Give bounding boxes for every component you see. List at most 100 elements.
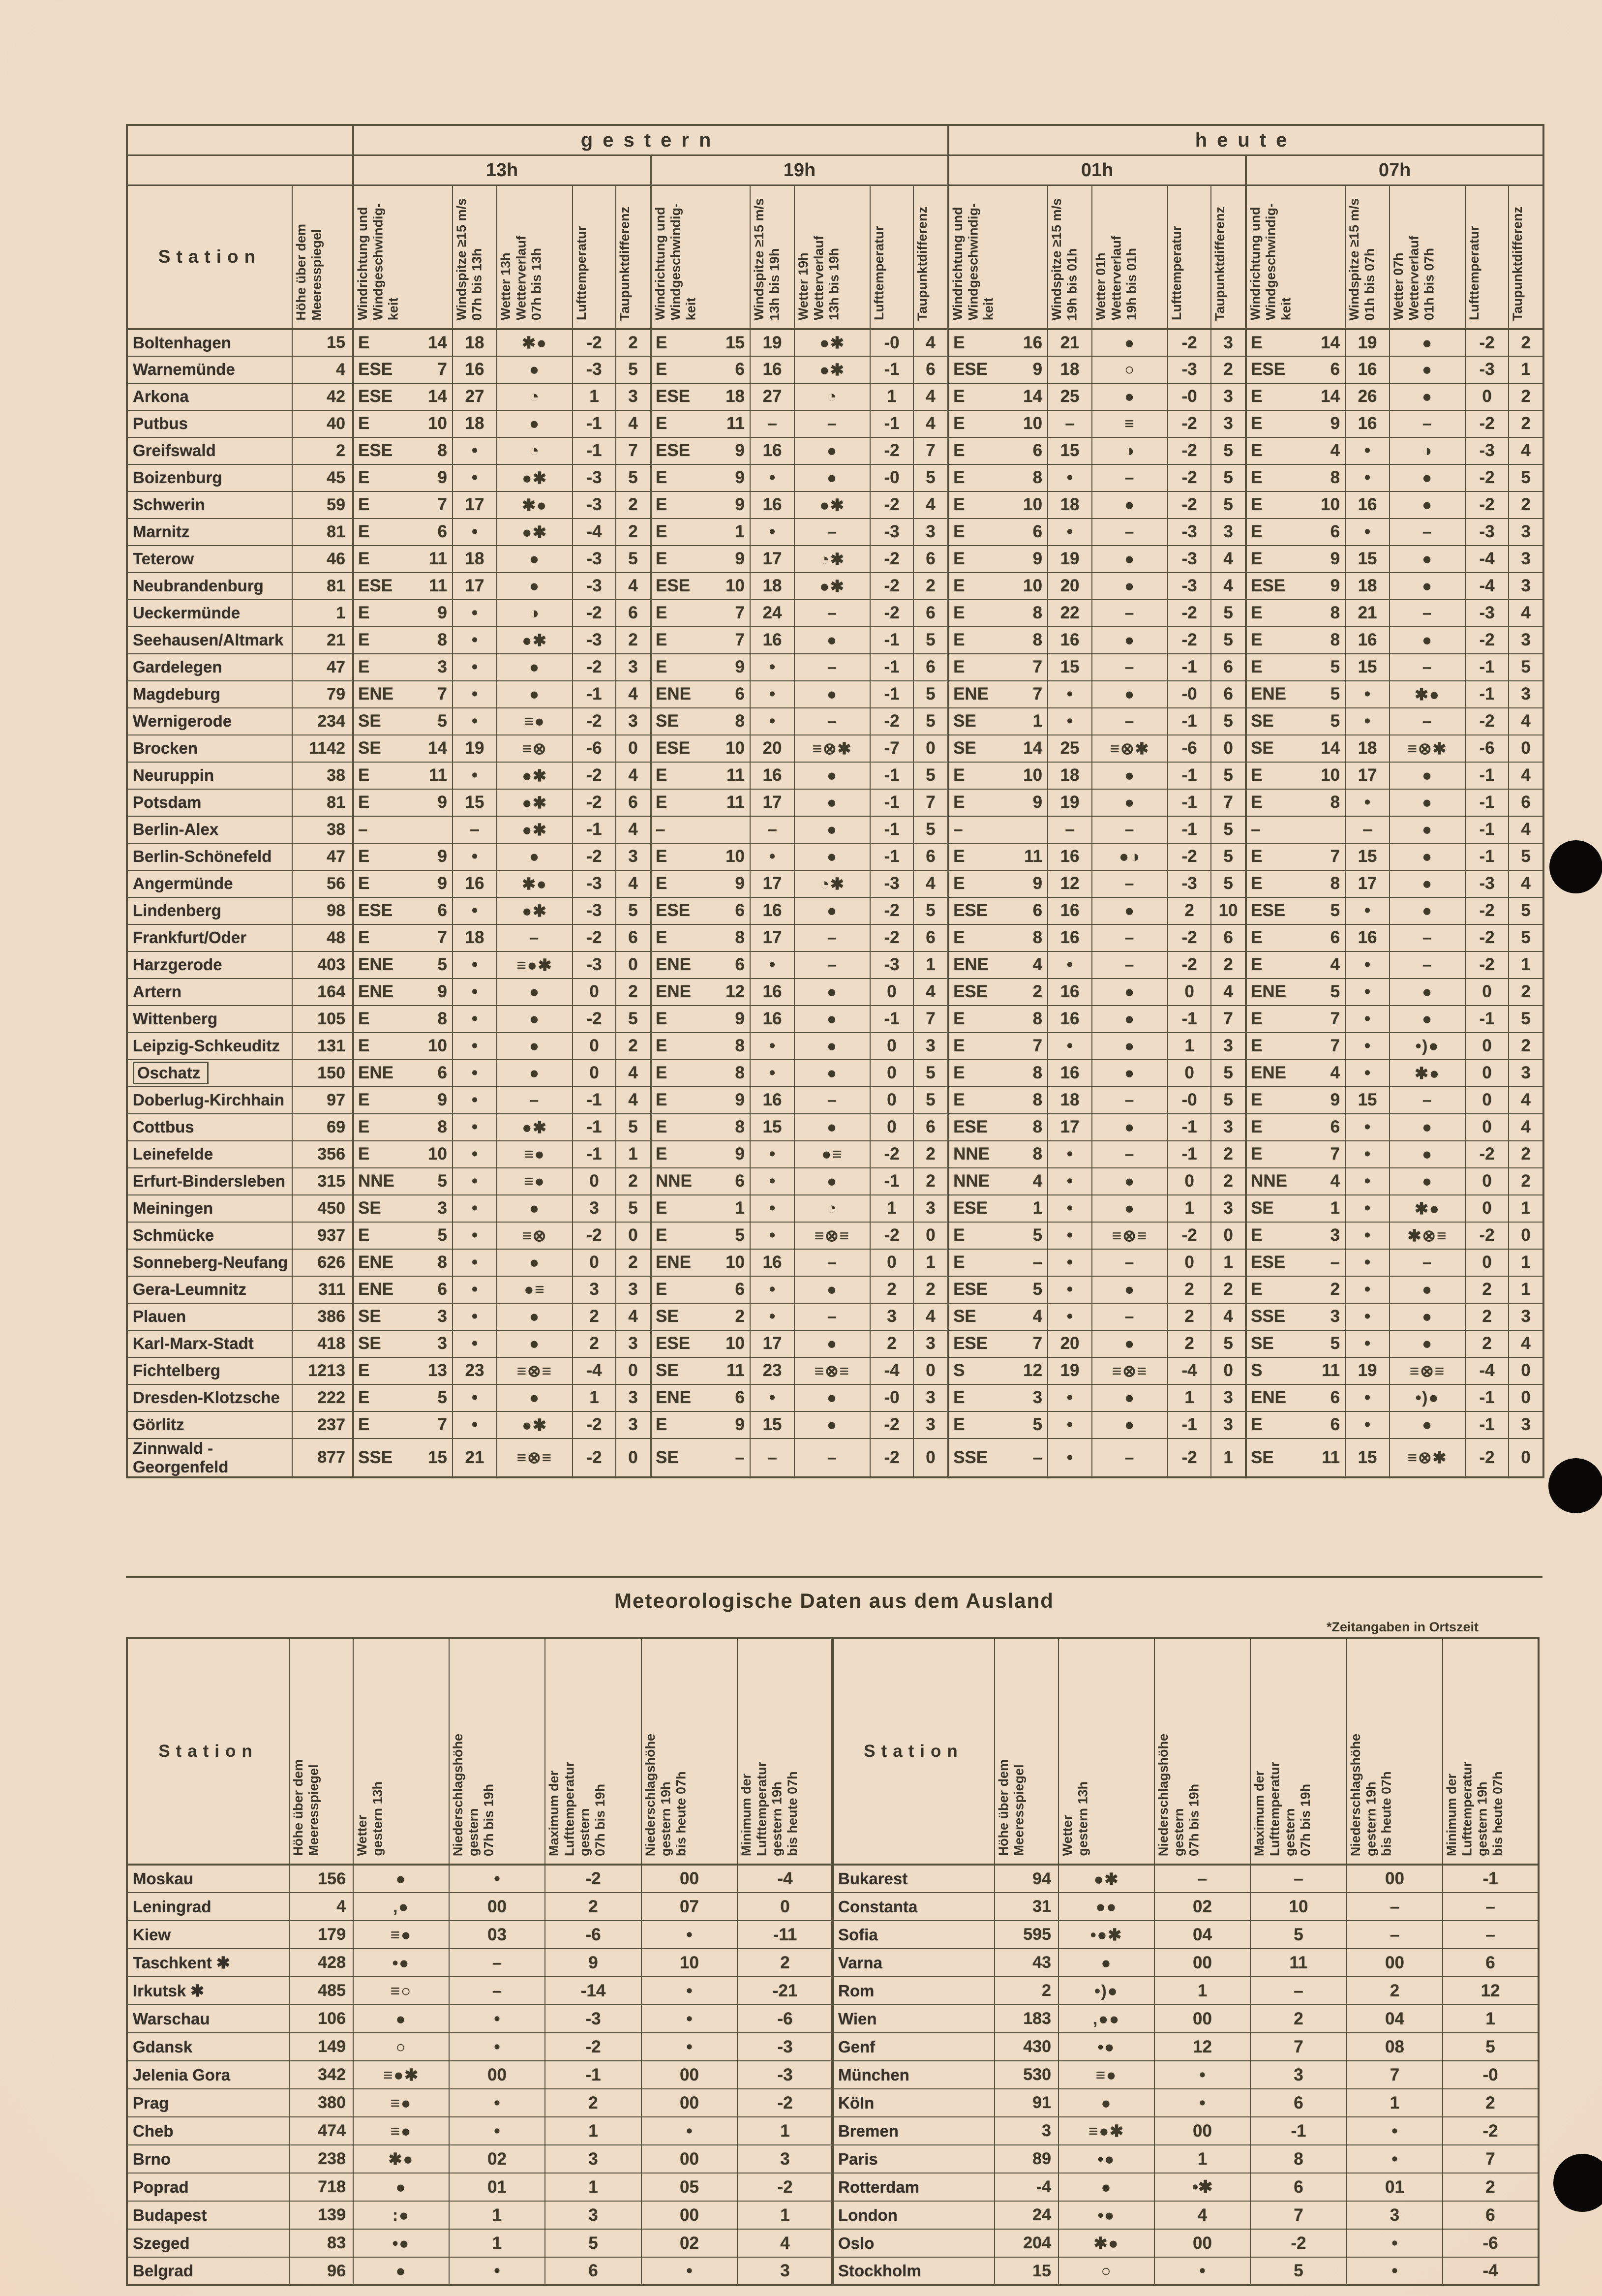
time-header: 01h bbox=[947, 154, 1247, 186]
max-temperature: 2 bbox=[544, 2088, 642, 2117]
station-row: Bukarest 94 ●✱ – –00 -1 bbox=[832, 1864, 1539, 1893]
weather-symbols: ● bbox=[1091, 545, 1169, 573]
wind-speed: 9 bbox=[1032, 874, 1043, 893]
air-temperature: -3 bbox=[870, 518, 914, 546]
dewpoint-difference: 3 bbox=[912, 1383, 949, 1412]
wind-speed: 6 bbox=[735, 955, 745, 974]
dewpoint-difference: 7 bbox=[912, 436, 949, 465]
air-temperature: -2 bbox=[1167, 626, 1212, 654]
wind-direction: SE bbox=[358, 1334, 381, 1353]
dewpoint-difference: 2 bbox=[912, 572, 949, 600]
weather-symbols: ●✱ bbox=[1058, 1864, 1155, 1893]
wind-speed: 5 bbox=[1032, 1280, 1043, 1299]
dewpoint-header: Taupunktdifferenz bbox=[615, 184, 651, 330]
wind-speed: 6 bbox=[735, 360, 745, 379]
weather-symbols: ● bbox=[496, 653, 573, 681]
wind-cell: ESE 5 bbox=[947, 1275, 1049, 1304]
air-temperature: -2 bbox=[1167, 1221, 1212, 1250]
wind-direction: E bbox=[1251, 549, 1263, 568]
wind-gust: • bbox=[452, 463, 497, 492]
ausland-table: Station Höhe über dem Meeresspiegel Wetter… bbox=[126, 1637, 834, 2286]
dewpoint-difference: 6 bbox=[912, 1113, 949, 1141]
weather-symbols: – bbox=[1389, 1248, 1466, 1277]
air-temperature: -2 bbox=[1167, 436, 1212, 465]
air-temperature: -1 bbox=[1465, 1005, 1510, 1033]
wind-speed: 7 bbox=[1330, 1036, 1340, 1055]
air-temperature: -7 bbox=[870, 734, 914, 763]
precip-day: • bbox=[1154, 2257, 1251, 2286]
wind-gust: • bbox=[750, 707, 795, 735]
weather-symbols: ○ bbox=[353, 2032, 450, 2061]
wind-direction: SE bbox=[1251, 711, 1274, 731]
weather-symbols: ≡● bbox=[496, 1140, 573, 1168]
wind-speed: 6 bbox=[437, 901, 447, 920]
ausland-note: *Zeitangaben in Ortszeit bbox=[1326, 1620, 1479, 1634]
wind-cell: SE 5 bbox=[1245, 707, 1346, 735]
dewpoint-difference: 5 bbox=[1508, 842, 1544, 871]
max-temperature: -1 bbox=[544, 2060, 642, 2089]
weather-symbols: – bbox=[794, 599, 871, 627]
max-temperature: – bbox=[1250, 1864, 1347, 1893]
wind-direction: E bbox=[953, 630, 965, 649]
wind-direction: E bbox=[953, 928, 965, 947]
station-row: Cheb 474 ≡● • 1 • 1 bbox=[126, 2116, 834, 2145]
altitude-header-label: Höhe über dem Meeresspiegel bbox=[996, 1759, 1027, 1856]
altitude: 1 bbox=[292, 599, 354, 627]
max-temperature: -6 bbox=[544, 1920, 642, 1949]
wind-speed: 6 bbox=[735, 1280, 745, 1299]
altitude: 530 bbox=[994, 2060, 1059, 2089]
max-temperature: 3 bbox=[544, 2201, 642, 2230]
dewpoint-difference: 1 bbox=[1508, 1275, 1544, 1304]
wind-gust: 16 bbox=[1345, 490, 1390, 519]
wind-direction: SE bbox=[953, 711, 976, 731]
dewpoint-difference: 0 bbox=[615, 1438, 651, 1478]
wind-direction: E bbox=[656, 874, 667, 893]
wind-speed: 12 bbox=[1023, 1361, 1043, 1380]
air-temperature: -3 bbox=[1167, 572, 1212, 600]
wind-cell: ENE 6 bbox=[352, 1275, 453, 1304]
station-name: Leinefelde bbox=[126, 1140, 293, 1168]
weather-symbols: – bbox=[1389, 1086, 1466, 1114]
wind-speed: – bbox=[1032, 1253, 1043, 1272]
wind-gust: 19 bbox=[1047, 545, 1093, 573]
precip-night: 1 bbox=[1346, 2088, 1443, 2117]
precip-day-header-label: Niederschlagshöhe gestern 07h bis 19h bbox=[451, 1733, 496, 1856]
station-name: Kiew bbox=[126, 1920, 290, 1949]
wind-gust: • bbox=[452, 1167, 497, 1195]
wind-gust: – bbox=[750, 409, 795, 438]
wind-cell: – bbox=[1245, 815, 1346, 844]
wind-speed: 9 bbox=[735, 549, 745, 568]
wind-direction: E bbox=[656, 928, 667, 947]
wind-speed: 8 bbox=[1032, 603, 1043, 622]
air-temperature: -1 bbox=[870, 680, 914, 708]
altitude: 139 bbox=[289, 2201, 354, 2230]
station-row: Boltenhagen 15 E 14 18 ✱● -2 2 E 15 19 ●✱ -0 4 E 16 21 ● -… bbox=[126, 328, 1544, 357]
air-temperature: -2 bbox=[1465, 626, 1510, 654]
air-temperature: -3 bbox=[1465, 869, 1510, 898]
wind-gust: • bbox=[452, 1005, 497, 1033]
wind-cell: ESE 7 bbox=[947, 1329, 1049, 1358]
wind-speed: 8 bbox=[437, 1009, 447, 1028]
wind-direction: ESE bbox=[953, 1198, 988, 1218]
altitude-header: Höhe über dem Meeresspiegel bbox=[994, 1638, 1059, 1866]
dewpoint-difference: 1 bbox=[1210, 1438, 1247, 1478]
altitude: 430 bbox=[994, 2032, 1059, 2061]
weather-symbols: ◔✱ bbox=[794, 869, 871, 898]
gust-header-label: Windspitze ≥15 m/s 07h bis 13h bbox=[454, 198, 484, 321]
wind-direction: E bbox=[358, 522, 370, 541]
wind-direction: SE bbox=[656, 711, 679, 731]
corner-blank bbox=[126, 154, 354, 186]
station-row: Jelenia Gora 342 ≡●✱ 00 -1 00 -3 bbox=[126, 2060, 834, 2089]
precip-day: 03 bbox=[449, 1920, 545, 1949]
dewpoint-difference: 5 bbox=[912, 1086, 949, 1114]
wind-cell: E 10 bbox=[947, 572, 1049, 600]
dewpoint-difference: 3 bbox=[1210, 1194, 1247, 1223]
altitude: 403 bbox=[292, 950, 354, 979]
